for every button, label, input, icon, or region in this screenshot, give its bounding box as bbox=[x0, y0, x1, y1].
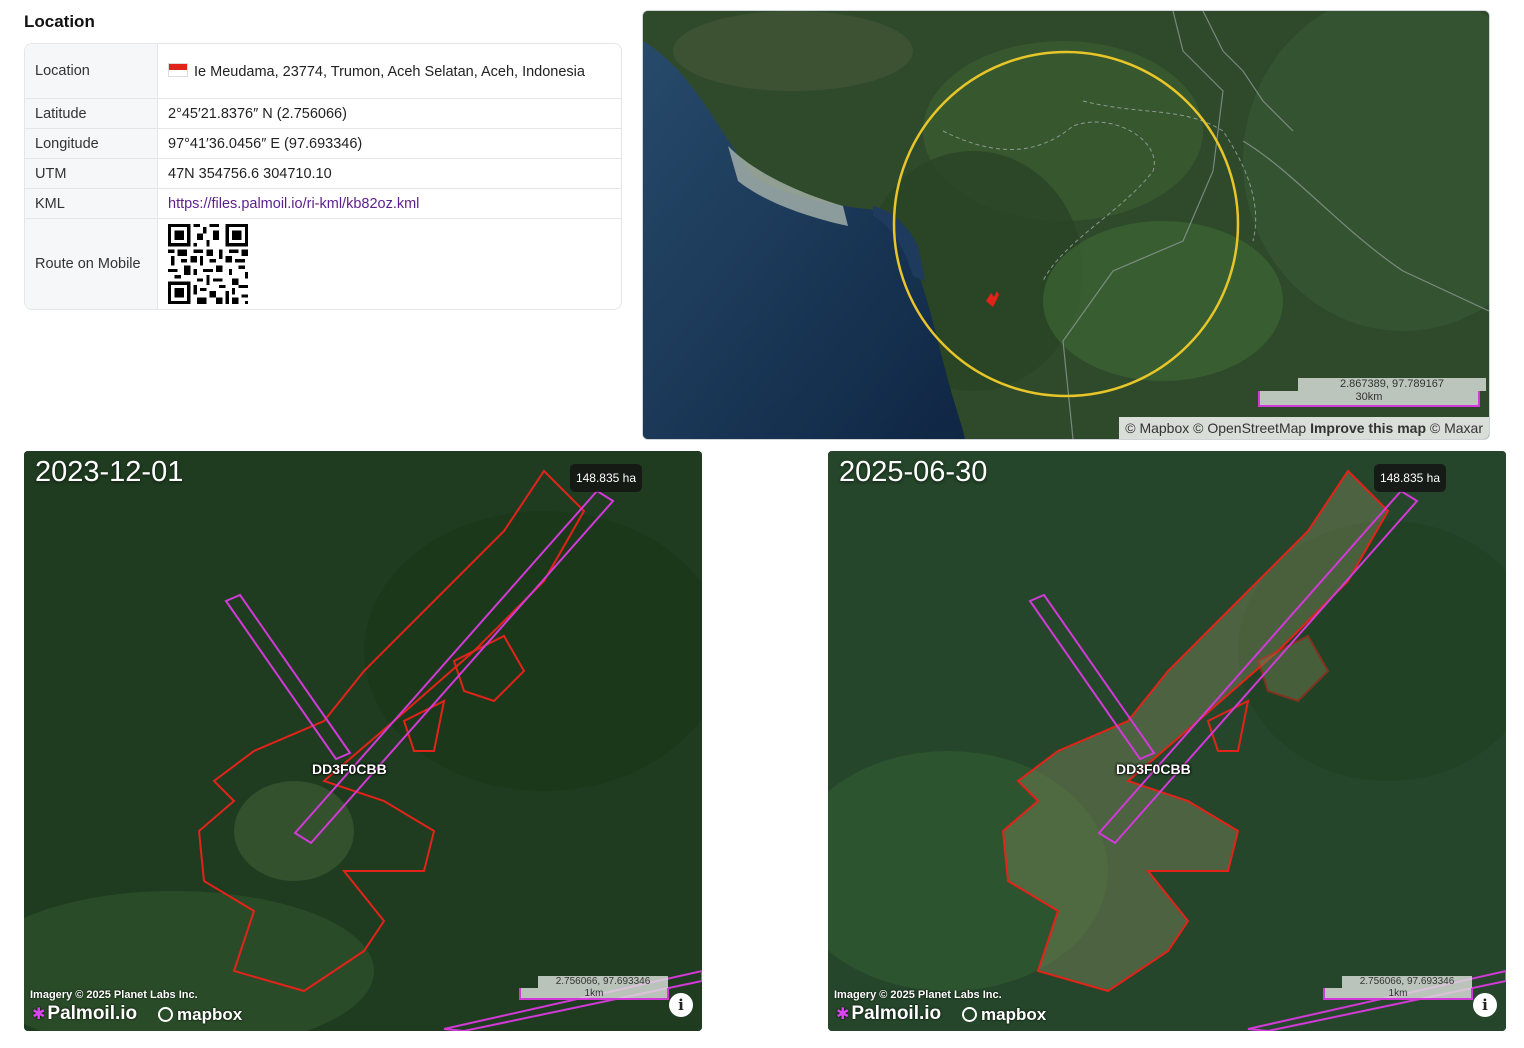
imagery-credit: Imagery © 2025 Planet Labs Inc. bbox=[834, 989, 1002, 1001]
corridor-a bbox=[224, 593, 352, 761]
mapbox-icon bbox=[962, 1007, 977, 1022]
corridor-a bbox=[1028, 593, 1156, 761]
info-icon[interactable]: i bbox=[1473, 993, 1497, 1017]
area-badge: 148.835 ha bbox=[1373, 464, 1446, 492]
palm-icon: ✱ bbox=[836, 1006, 850, 1023]
info-icon[interactable]: i bbox=[669, 993, 693, 1017]
map-attribution: © Mapbox © OpenStreetMap Improve this ma… bbox=[1119, 417, 1489, 439]
corridor-b bbox=[1097, 489, 1419, 845]
location-table: Location Ie Meudama, 23774, Trumon, Aceh… bbox=[24, 43, 622, 310]
brand-name: Palmoil.io bbox=[47, 1003, 138, 1024]
scale-bar: 1km bbox=[1323, 988, 1473, 1000]
coordinate-readout: 2.756066, 97.693346 bbox=[1342, 976, 1472, 988]
palmoil-logo: ✱ Palmoil.io bbox=[32, 1003, 137, 1025]
longitude-value: 97°41′36.0456″ E (97.693346) bbox=[158, 129, 621, 159]
area-badge: 148.835 ha bbox=[569, 464, 642, 492]
row-label: UTM bbox=[25, 159, 158, 189]
section-title: Location bbox=[24, 12, 95, 31]
row-label: Longitude bbox=[25, 129, 158, 159]
corridor-b bbox=[293, 489, 615, 845]
mapbox-name: mapbox bbox=[981, 1005, 1047, 1024]
overview-map[interactable]: 2.867389, 97.789167 30km © Mapbox © Open… bbox=[642, 10, 1490, 440]
mapbox-name: mapbox bbox=[177, 1005, 243, 1024]
palm-icon: ✱ bbox=[32, 1006, 46, 1023]
snapshot-canvas bbox=[24, 451, 702, 1031]
imagery-credit: Imagery © 2025 Planet Labs Inc. bbox=[30, 989, 198, 1001]
plot-id-label: DD3F0CBB bbox=[1116, 761, 1191, 777]
row-label: Location bbox=[25, 44, 158, 99]
table-row: UTM 47N 354756.6 304710.10 bbox=[25, 159, 621, 189]
mapbox-icon bbox=[158, 1007, 173, 1022]
satellite-snapshot-2025[interactable]: 2025-06-30 148.835 ha DD3F0CBB 2.756066,… bbox=[828, 451, 1506, 1031]
latitude-value: 2°45′21.8376″ N (2.756066) bbox=[158, 99, 621, 129]
plot-boundary bbox=[1001, 469, 1390, 993]
overview-coordinate-readout: 2.867389, 97.789167 bbox=[1298, 378, 1486, 391]
coordinate-readout: 2.756066, 97.693346 bbox=[538, 976, 668, 988]
mapbox-logo: mapbox bbox=[158, 1005, 242, 1025]
location-value: Ie Meudama, 23774, Trumon, Aceh Selatan,… bbox=[194, 64, 585, 80]
row-label: KML bbox=[25, 189, 158, 219]
table-row: Longitude 97°41′36.0456″ E (97.693346) bbox=[25, 129, 621, 159]
snapshot-date: 2025-06-30 bbox=[839, 456, 988, 488]
table-row: KML https://files.palmoil.io/ri-kml/kb82… bbox=[25, 189, 621, 219]
radius-circle bbox=[892, 50, 1240, 398]
overview-scale-bar: 30km bbox=[1258, 391, 1480, 407]
plot-id-label: DD3F0CBB bbox=[312, 761, 387, 777]
table-row: Location Ie Meudama, 23774, Trumon, Aceh… bbox=[25, 44, 621, 99]
palmoil-logo: ✱ Palmoil.io bbox=[836, 1003, 941, 1025]
table-row: Route on Mobile bbox=[25, 219, 621, 309]
attribution-maxar: © Maxar bbox=[1429, 420, 1483, 436]
mapbox-logo: mapbox bbox=[962, 1005, 1046, 1025]
row-label: Route on Mobile bbox=[25, 219, 158, 309]
plot-marker-icon bbox=[986, 291, 999, 307]
overview-map-canvas bbox=[643, 11, 1489, 439]
snapshot-date: 2023-12-01 bbox=[35, 456, 184, 488]
utm-value: 47N 354756.6 304710.10 bbox=[158, 159, 621, 189]
snapshot-canvas bbox=[828, 451, 1506, 1031]
table-row: Latitude 2°45′21.8376″ N (2.756066) bbox=[25, 99, 621, 129]
brand-name: Palmoil.io bbox=[851, 1003, 942, 1024]
scale-bar: 1km bbox=[519, 988, 669, 1000]
indonesia-flag-icon bbox=[168, 63, 188, 77]
improve-map-link[interactable]: Improve this map bbox=[1310, 420, 1426, 436]
row-label: Latitude bbox=[25, 99, 158, 129]
row-value: Ie Meudama, 23774, Trumon, Aceh Selatan,… bbox=[158, 44, 621, 99]
satellite-snapshot-2023[interactable]: 2023-12-01 148.835 ha DD3F0CBB 2.756066,… bbox=[24, 451, 702, 1031]
kml-link[interactable]: https://files.palmoil.io/ri-kml/kb82oz.k… bbox=[168, 195, 420, 212]
attribution-text: © Mapbox © OpenStreetMap bbox=[1125, 420, 1307, 436]
plot-boundary bbox=[197, 469, 586, 993]
qr-code-icon[interactable] bbox=[168, 224, 248, 304]
